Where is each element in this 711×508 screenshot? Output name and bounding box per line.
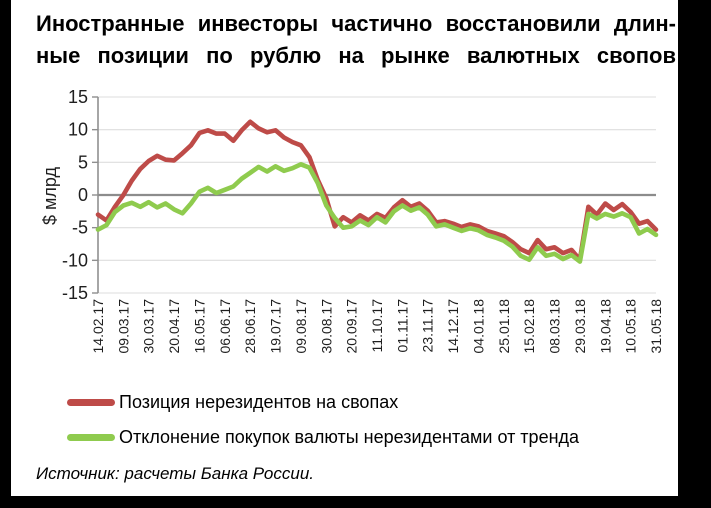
x-tick-label: 20.04.17 (166, 299, 182, 354)
x-tick-label: 23.11.17 (420, 299, 436, 353)
series-line-1 (95, 162, 659, 264)
x-tick-label: 31.05.18 (648, 299, 664, 354)
x-tick-label: 01.11.17 (394, 299, 410, 353)
x-tick-label: 14.02.17 (90, 299, 106, 354)
y-tick-label: -10 (62, 250, 88, 270)
x-tick-label: 08.03.18 (547, 299, 563, 354)
chart-title: Иностранные инвесторы частично восстанов… (36, 8, 676, 72)
legend-item-deviation: Отклонение покупок валюты нерезидентами … (67, 425, 579, 449)
x-tick-label: 25.01.18 (496, 299, 512, 354)
x-tick-label: 19.04.18 (597, 299, 613, 354)
x-tick-label: 11.10.17 (369, 299, 385, 353)
legend-item-position: Позиция нерезидентов на свопах (67, 390, 579, 414)
y-tick-label: 10 (68, 120, 88, 140)
red-series-swatch (67, 398, 115, 406)
x-tick-label: 15.02.18 (521, 299, 537, 354)
chart-title-line-2: ные позиции по рублю на рынке валютных с… (36, 43, 676, 68)
x-tick-label: 30.03.17 (141, 299, 157, 354)
x-tick-label: 30.08.17 (318, 299, 334, 354)
y-tick-label: 5 (78, 152, 88, 172)
y-axis-title: $ млрд (40, 167, 60, 225)
x-tick-label: 09.03.17 (115, 299, 131, 354)
y-tick-label: 15 (68, 87, 88, 107)
legend-label-position: Позиция нерезидентов на свопах (119, 391, 399, 412)
x-tick-label: 29.03.18 (572, 299, 588, 354)
series-line-0 (95, 119, 659, 262)
line-chart: 15 10 5 0 -5 -10 -15 $ млрд 14.02.17 09.03.17 30.0… (40, 87, 664, 354)
x-tick-label: 06.06.17 (217, 299, 233, 354)
y-tick-label: 0 (78, 185, 88, 205)
x-tick-label: 10.05.18 (623, 299, 639, 354)
x-tick-label: 14.12.17 (445, 299, 461, 354)
x-tick-label: 20.09.17 (344, 299, 360, 354)
x-tick-label: 16.05.17 (191, 299, 207, 354)
x-tick-label: 09.08.17 (293, 299, 309, 354)
x-tick-label: 19.07.17 (268, 299, 284, 354)
y-tick-label: -5 (72, 218, 88, 238)
source-note: Источник: расчеты Банка России. (36, 464, 315, 483)
chart-title-line-1: Иностранные инвесторы частично восстанов… (36, 11, 676, 36)
x-tick-label: 28.06.17 (242, 299, 258, 354)
y-tick-label: -15 (62, 283, 88, 303)
x-tick-label: 04.01.18 (470, 299, 486, 354)
legend: Позиция нерезидентов на свопах Отклонени… (67, 390, 579, 460)
legend-label-deviation: Отклонение покупок валюты нерезидентами … (119, 426, 580, 447)
green-series-swatch (67, 433, 115, 441)
report-page: Иностранные инвесторы частично восстанов… (11, 0, 678, 496)
